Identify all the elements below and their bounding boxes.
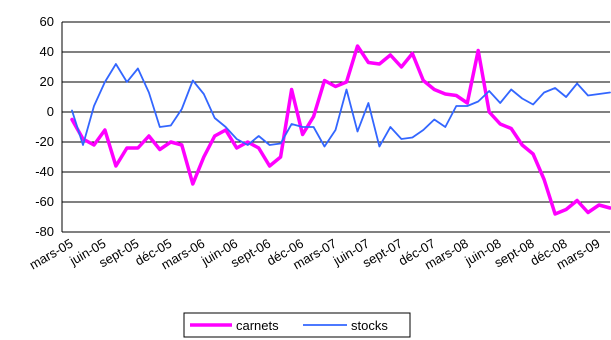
x-axis: mars-05juin-05sept-05déc-05mars-06juin-0… — [27, 236, 603, 273]
y-tick-label: 20 — [40, 74, 54, 89]
y-tick-label: 40 — [40, 44, 54, 59]
y-axis: -80 -60 -40 -20 0 20 40 60 — [35, 14, 63, 239]
series-lines — [70, 44, 611, 216]
y-tick-label: -80 — [35, 224, 54, 239]
y-tick-label: 60 — [40, 14, 54, 29]
series-line-carnets — [70, 44, 611, 216]
y-tick-label: 0 — [47, 104, 54, 119]
y-tick-label: -60 — [35, 194, 54, 209]
series-line-stocks — [71, 63, 611, 148]
legend: carnets stocks — [183, 312, 411, 338]
legend-label-stocks: stocks — [351, 318, 388, 333]
legend-label-carnets: carnets — [236, 318, 279, 333]
y-tick-label: -20 — [35, 134, 54, 149]
y-tick-label: -40 — [35, 164, 54, 179]
